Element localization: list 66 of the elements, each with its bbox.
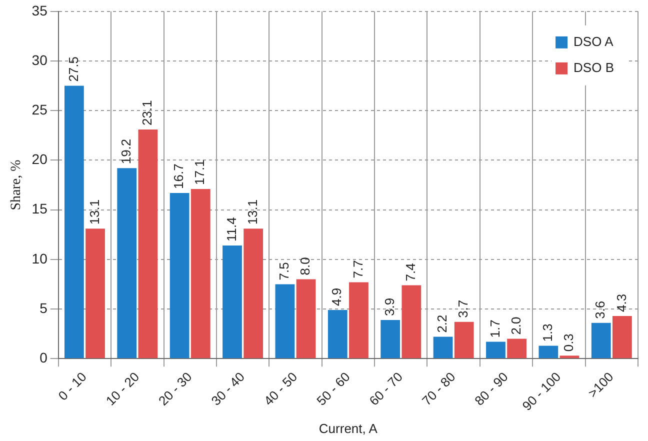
bar — [86, 228, 105, 358]
y-tick-label: 0 — [40, 350, 48, 366]
y-tick-label: 15 — [32, 200, 48, 217]
x-tick-label: 0 - 10 — [55, 369, 90, 404]
data-label: 13.1 — [244, 199, 260, 225]
x-tick-label: 20 - 30 — [156, 369, 195, 408]
data-label: 4.9 — [329, 288, 344, 306]
data-label: 19.2 — [118, 138, 134, 164]
x-tick-label: 50 - 60 — [314, 369, 353, 408]
bar — [560, 356, 580, 358]
data-label: 3.6 — [592, 300, 608, 319]
bar — [117, 168, 137, 358]
data-label: 8.0 — [298, 257, 313, 276]
data-label: 2.0 — [508, 316, 524, 335]
data-label: 1.3 — [540, 324, 555, 342]
x-tick-label: 80 - 90 — [472, 369, 511, 408]
data-label: 16.7 — [171, 164, 186, 189]
x-axis-title: Current, A — [318, 420, 378, 436]
data-label: 4.3 — [614, 294, 629, 312]
legend-label: DSO B — [574, 60, 614, 75]
y-tick-label: 30 — [32, 52, 48, 68]
bar — [591, 322, 611, 358]
bar — [170, 192, 190, 358]
legend-label: DSO A — [574, 34, 614, 49]
bar — [296, 279, 316, 358]
bar — [612, 316, 632, 358]
bar — [380, 320, 400, 358]
x-tick-label: 40 - 50 — [260, 369, 300, 408]
bar — [538, 346, 558, 358]
bar — [275, 284, 295, 358]
data-label: 7.4 — [402, 263, 418, 282]
data-label: 2.2 — [434, 314, 450, 333]
bar — [402, 285, 422, 358]
data-label: 7.7 — [350, 260, 366, 278]
bar — [64, 86, 84, 358]
data-label: 17.1 — [192, 160, 208, 185]
x-tick-label: 30 - 40 — [208, 369, 248, 408]
data-label: 7.5 — [276, 262, 292, 280]
data-label: 3.9 — [382, 298, 397, 316]
bar — [222, 246, 242, 358]
data-label: 3.7 — [456, 300, 471, 318]
x-tick-label: 60 - 70 — [366, 369, 406, 408]
bar — [454, 322, 474, 358]
data-label: 27.5 — [66, 56, 81, 82]
y-tick-label: 25 — [32, 101, 48, 118]
data-label: 13.1 — [86, 199, 102, 225]
data-label: 1.7 — [487, 320, 502, 338]
bar — [328, 310, 348, 358]
bar — [190, 188, 210, 358]
x-tick-label: 90 - 100 — [519, 369, 564, 414]
bar — [138, 129, 158, 358]
y-axis-title: Share, % — [9, 159, 24, 210]
y-tick-label: 5 — [40, 300, 48, 316]
bar — [507, 338, 526, 358]
data-label: 11.4 — [224, 217, 239, 242]
bar — [486, 342, 506, 358]
bar — [433, 336, 453, 358]
data-label: 0.3 — [561, 334, 576, 352]
y-tick-label: 10 — [32, 250, 48, 266]
x-tick-label: 70 - 80 — [418, 369, 458, 408]
y-tick-label: 20 — [32, 151, 48, 168]
bar — [244, 228, 264, 358]
data-label: 23.1 — [140, 100, 155, 126]
x-tick-label: 10 - 20 — [102, 369, 142, 408]
bar — [349, 282, 368, 358]
y-tick-label: 35 — [32, 2, 48, 18]
